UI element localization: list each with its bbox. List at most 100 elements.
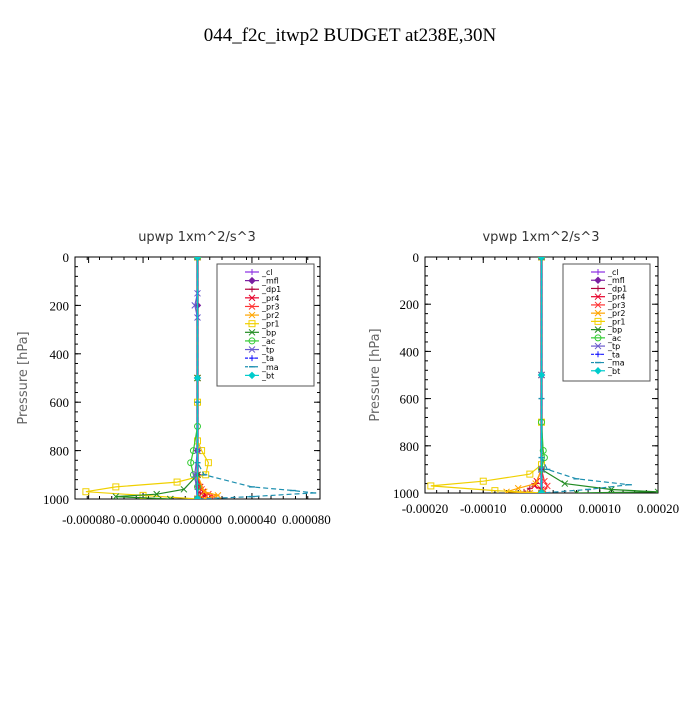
series-point-bp — [561, 480, 569, 487]
series-point-tp — [194, 257, 201, 261]
y-tick-label: 800 — [400, 439, 420, 454]
legend-label: _pr3 — [607, 301, 625, 310]
series-point-bt — [537, 489, 546, 493]
y-tick-label: 1000 — [393, 486, 419, 501]
legend-label: _ma — [261, 363, 279, 372]
legend-swatch-marker — [249, 286, 255, 293]
legend-swatch-marker — [248, 311, 256, 319]
legend-swatch-marker — [249, 269, 255, 275]
series-point-bt — [537, 371, 546, 379]
legend-label: _bp — [607, 326, 622, 335]
series-point-pr2 — [200, 488, 208, 496]
legend-label: _bt — [607, 367, 620, 376]
series-point-bp — [153, 490, 161, 498]
legend-label: _bt — [261, 371, 274, 380]
y-tick-label: 0 — [63, 250, 70, 265]
legend-swatch-marker — [248, 276, 256, 285]
series-point-tp — [191, 302, 199, 309]
series-point-pr1 — [526, 470, 534, 478]
series-point-bt — [193, 495, 202, 499]
legend-label: _dp1 — [607, 284, 627, 293]
legend-box — [216, 263, 315, 387]
legend-label: _dp1 — [261, 285, 281, 294]
series-point-pr1 — [198, 447, 206, 455]
legend-label: _cl — [261, 268, 273, 277]
legend-swatch-marker — [248, 303, 256, 310]
legend-swatch-marker — [594, 367, 602, 375]
chart-title: upwp 1xm^2/s^3 — [138, 230, 256, 245]
series-point-pr1 — [173, 478, 181, 486]
series-point-bp — [180, 485, 188, 493]
y-tick-label: 400 — [50, 347, 70, 362]
series-point-ac — [189, 447, 197, 455]
series-point-bt — [537, 257, 546, 261]
legend-box — [562, 263, 651, 382]
series-point-bp — [654, 488, 658, 493]
series-point-ac — [187, 459, 195, 467]
series-line-pr1 — [85, 257, 210, 499]
y-tick-label: 0 — [413, 250, 420, 265]
x-tick-label: 0.000080 — [282, 512, 331, 527]
series-point-bp — [166, 495, 174, 499]
series-point-ac — [189, 471, 197, 479]
legend-label: _tp — [261, 346, 274, 355]
series-line-pr1 — [430, 257, 543, 493]
chart-panel-2: vpwp 1xm^2/s^3 Pressure [hPa] 0 200 400 600 80… — [368, 230, 679, 516]
legend-label: _pr3 — [261, 302, 279, 311]
series-point-tp — [194, 495, 201, 499]
legend-label: _cl — [607, 268, 619, 277]
legend-label: _pr4 — [607, 293, 625, 302]
legend-label: _pr2 — [261, 311, 279, 320]
y-tick-label: 600 — [400, 392, 420, 407]
series-point-ac — [539, 447, 547, 455]
series-point-pr2 — [214, 492, 222, 499]
legend-swatch-marker — [248, 328, 256, 336]
x-tick-label: 0.00000 — [520, 501, 562, 516]
legend-swatch-marker — [594, 293, 602, 301]
legend-label: _pr1 — [607, 317, 625, 326]
chart-panel-1: upwp 1xm^2/s^3 Pressure [hPa] 0 200 400 600 80… — [16, 230, 331, 527]
legend-swatch-marker — [248, 371, 256, 380]
legend-label: _bp — [261, 328, 276, 337]
x-tick-label: 0.000000 — [173, 512, 222, 527]
y-axis-label: Pressure [hPa] — [16, 331, 31, 424]
series-point-pr3 — [543, 482, 551, 490]
series-point-pr1 — [112, 483, 120, 491]
series-point-pr2 — [200, 495, 208, 499]
series-point-pr1 — [427, 482, 435, 490]
legend: _cl_mfl_dp1_pr4_pr3_pr2_pr1_bp_ac_tp_ta_… — [216, 263, 315, 387]
legend-swatch-marker — [594, 342, 602, 350]
series-group — [427, 257, 658, 493]
legend-label: _ac — [261, 337, 275, 346]
legend-swatch-marker — [248, 320, 256, 328]
series-point-bt — [193, 257, 202, 261]
legend-swatch-marker — [594, 301, 602, 309]
series-point-pr2 — [514, 484, 522, 492]
legend-swatch-marker — [594, 317, 602, 325]
series-point-pr2 — [503, 488, 510, 493]
series-point-bp — [573, 489, 580, 493]
legend-swatch-marker — [248, 294, 256, 302]
x-tick-label: 0.000040 — [228, 512, 277, 527]
series-point-tp — [191, 471, 199, 479]
legend-swatch-marker — [595, 285, 601, 292]
series-line-pr2 — [506, 257, 543, 493]
legend-label: _tp — [607, 342, 620, 351]
series-point-tp — [538, 257, 545, 261]
legend-swatch-marker — [594, 309, 602, 317]
y-tick-label: 800 — [50, 444, 70, 459]
y-tick-label: 600 — [50, 395, 70, 410]
legend-label: _pr1 — [261, 320, 279, 329]
legend-label: _ac — [607, 334, 621, 343]
legend-swatch-marker — [594, 334, 602, 342]
legend-label: _mfl — [607, 276, 625, 285]
chart-title: vpwp 1xm^2/s^3 — [482, 230, 599, 245]
series-point-pr2 — [526, 489, 534, 493]
series-point-pr1 — [491, 487, 499, 493]
series-line-ma — [540, 257, 629, 493]
legend-swatch-marker — [249, 355, 255, 362]
x-tick-label: 0.00020 — [637, 501, 679, 516]
series-point-pr1 — [82, 488, 90, 496]
legend-swatch-marker — [595, 269, 601, 275]
legend-swatch-marker — [248, 337, 256, 345]
